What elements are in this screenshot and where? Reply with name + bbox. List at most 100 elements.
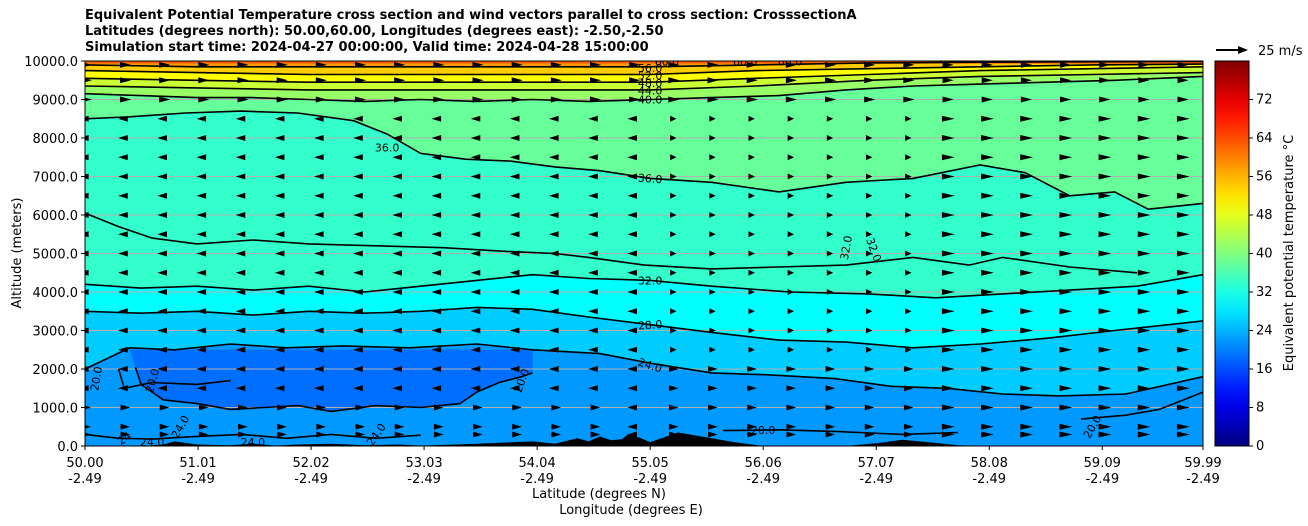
- wind-vector: [709, 231, 716, 238]
- wind-vector: [85, 424, 91, 429]
- wind-vector: [472, 77, 484, 84]
- wind-vector: [276, 61, 288, 68]
- wind-vector: [274, 346, 285, 353]
- wind-vector: [627, 327, 637, 334]
- wind-vector: [627, 431, 637, 438]
- wind-vector: [627, 346, 637, 353]
- x-tick-label-lat: 50.00: [66, 456, 103, 471]
- wind-vector: [942, 61, 954, 68]
- wind-vector: [470, 135, 481, 141]
- wind-vector: [748, 346, 755, 353]
- wind-vector: [315, 96, 328, 103]
- wind-vector: [865, 154, 873, 161]
- contour-line: [85, 71, 1203, 91]
- wind-vector: [668, 385, 679, 392]
- wind-vector: [1137, 173, 1151, 180]
- wind-vector: [1176, 154, 1190, 161]
- wind-vector: [392, 308, 402, 315]
- wind-vector: [85, 78, 92, 83]
- wind-vector: [1137, 404, 1151, 411]
- wind-vector: [709, 192, 716, 199]
- wind-vector: [473, 404, 483, 411]
- wind-vector: [314, 135, 324, 141]
- wind-vector: [274, 289, 285, 295]
- wind-vector: [709, 173, 716, 180]
- wind-vector: [627, 192, 637, 199]
- wind-vector: [1176, 346, 1190, 353]
- wind-vector: [235, 192, 246, 199]
- wind-vector: [865, 346, 873, 353]
- wind-vector: [1060, 61, 1072, 68]
- wind-vector: [549, 308, 559, 315]
- wind-vector: [746, 77, 758, 84]
- wind-vector: [629, 96, 641, 103]
- wind-vector: [787, 192, 795, 199]
- wind-vector: [588, 192, 598, 199]
- wind-vector: [276, 77, 288, 84]
- wind-vector: [509, 346, 520, 353]
- wind-vector: [786, 423, 797, 430]
- wind-vector: [981, 327, 994, 334]
- wind-vector: [589, 61, 602, 68]
- contour-label: 28.0: [638, 318, 663, 333]
- chart-title-line-3: Simulation start time: 2024-04-27 00:00:…: [85, 40, 649, 55]
- wind-vector: [235, 308, 246, 315]
- y-axis-label: Altitude (meters): [10, 198, 25, 309]
- wind-vector: [470, 269, 481, 276]
- wind-vector: [588, 231, 598, 238]
- wind-vector: [198, 423, 209, 430]
- wind-vector: [981, 77, 993, 84]
- wind-vector: [314, 192, 324, 199]
- wind-vector: [981, 61, 993, 68]
- wind-vector: [120, 404, 131, 411]
- wind-vector: [1176, 404, 1190, 411]
- wind-vector: [551, 431, 562, 438]
- wind-vector: [1098, 366, 1112, 372]
- wind-vector: [392, 231, 402, 238]
- wind-vector: [1176, 212, 1190, 218]
- wind-vector: [787, 231, 795, 238]
- wind-vector: [85, 173, 89, 180]
- wind-vector: [670, 192, 677, 199]
- wind-vector: [1059, 431, 1073, 438]
- wind-vector: [159, 77, 171, 84]
- contour-label: 40.0: [638, 94, 663, 107]
- wind-vector: [1098, 212, 1112, 218]
- wind-vector: [392, 269, 402, 276]
- wind-vector: [865, 289, 873, 295]
- wind-vector: [1059, 250, 1073, 257]
- wind-vector: [118, 115, 128, 122]
- wind-vector: [865, 192, 873, 199]
- colorbar-gradient: [1214, 60, 1250, 447]
- wind-vector: [785, 77, 798, 84]
- x-tick-label-lon: -2.49: [633, 472, 667, 487]
- x-tick-label-lat: 59.09: [1084, 456, 1121, 471]
- wind-vector: [786, 385, 797, 392]
- wind-vector: [707, 61, 719, 68]
- wind-vector: [708, 385, 718, 392]
- wind-vector: [785, 96, 798, 103]
- wind-vector: [509, 192, 520, 199]
- wind-vector: [981, 269, 994, 276]
- wind-vector: [787, 135, 795, 141]
- wind-vector: [588, 250, 598, 257]
- wind-vector: [708, 404, 718, 411]
- wind-vector: [118, 308, 128, 315]
- wind-vector: [668, 431, 679, 438]
- quiver-key-label: 25 m/s: [1258, 44, 1303, 59]
- colorbar-tick-label: 24: [1256, 324, 1273, 339]
- wind-vector: [549, 231, 559, 238]
- wind-vector: [942, 96, 954, 103]
- wind-vector: [470, 366, 481, 372]
- wind-vector: [274, 192, 285, 199]
- wind-vector: [394, 77, 406, 84]
- wind-vector: [1020, 154, 1034, 161]
- wind-vector: [120, 423, 131, 430]
- x-tick-label-lat: 55.05: [632, 456, 669, 471]
- wind-vector: [235, 154, 246, 161]
- wind-vector: [470, 385, 481, 392]
- wind-vector: [235, 173, 246, 180]
- wind-vector: [1098, 327, 1112, 334]
- wind-vector: [85, 308, 89, 315]
- wind-vector: [746, 61, 758, 68]
